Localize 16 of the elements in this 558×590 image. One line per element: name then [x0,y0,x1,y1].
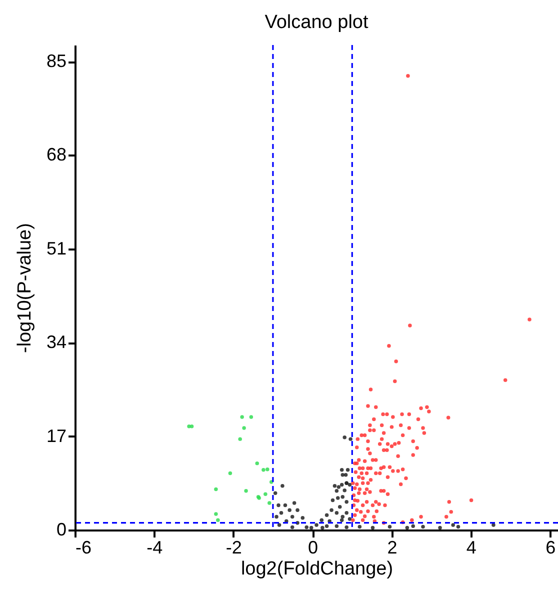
x-tick-label: -6 [76,538,92,558]
x-tick-label: 4 [466,538,476,558]
x-axis-title: log2(FoldChange) [240,558,394,580]
x-tick-label: 0 [308,538,318,558]
x-tick-label: -2 [226,538,242,558]
y-tick-label: 17 [46,426,66,446]
y-tick-label: 85 [46,51,66,72]
chart-title: Volcano plot [264,12,369,34]
y-tick-label: 34 [46,332,66,352]
x-tick-label: 6 [546,538,556,558]
y-axis-title: -log10(P-value) [14,223,36,353]
x-tick-label: 2 [387,538,398,558]
y-tick-label: 0 [56,520,66,540]
y-tick-label: 51 [46,238,66,258]
y-tick-label: 68 [46,144,66,165]
x-tick-label: -4 [146,538,163,558]
